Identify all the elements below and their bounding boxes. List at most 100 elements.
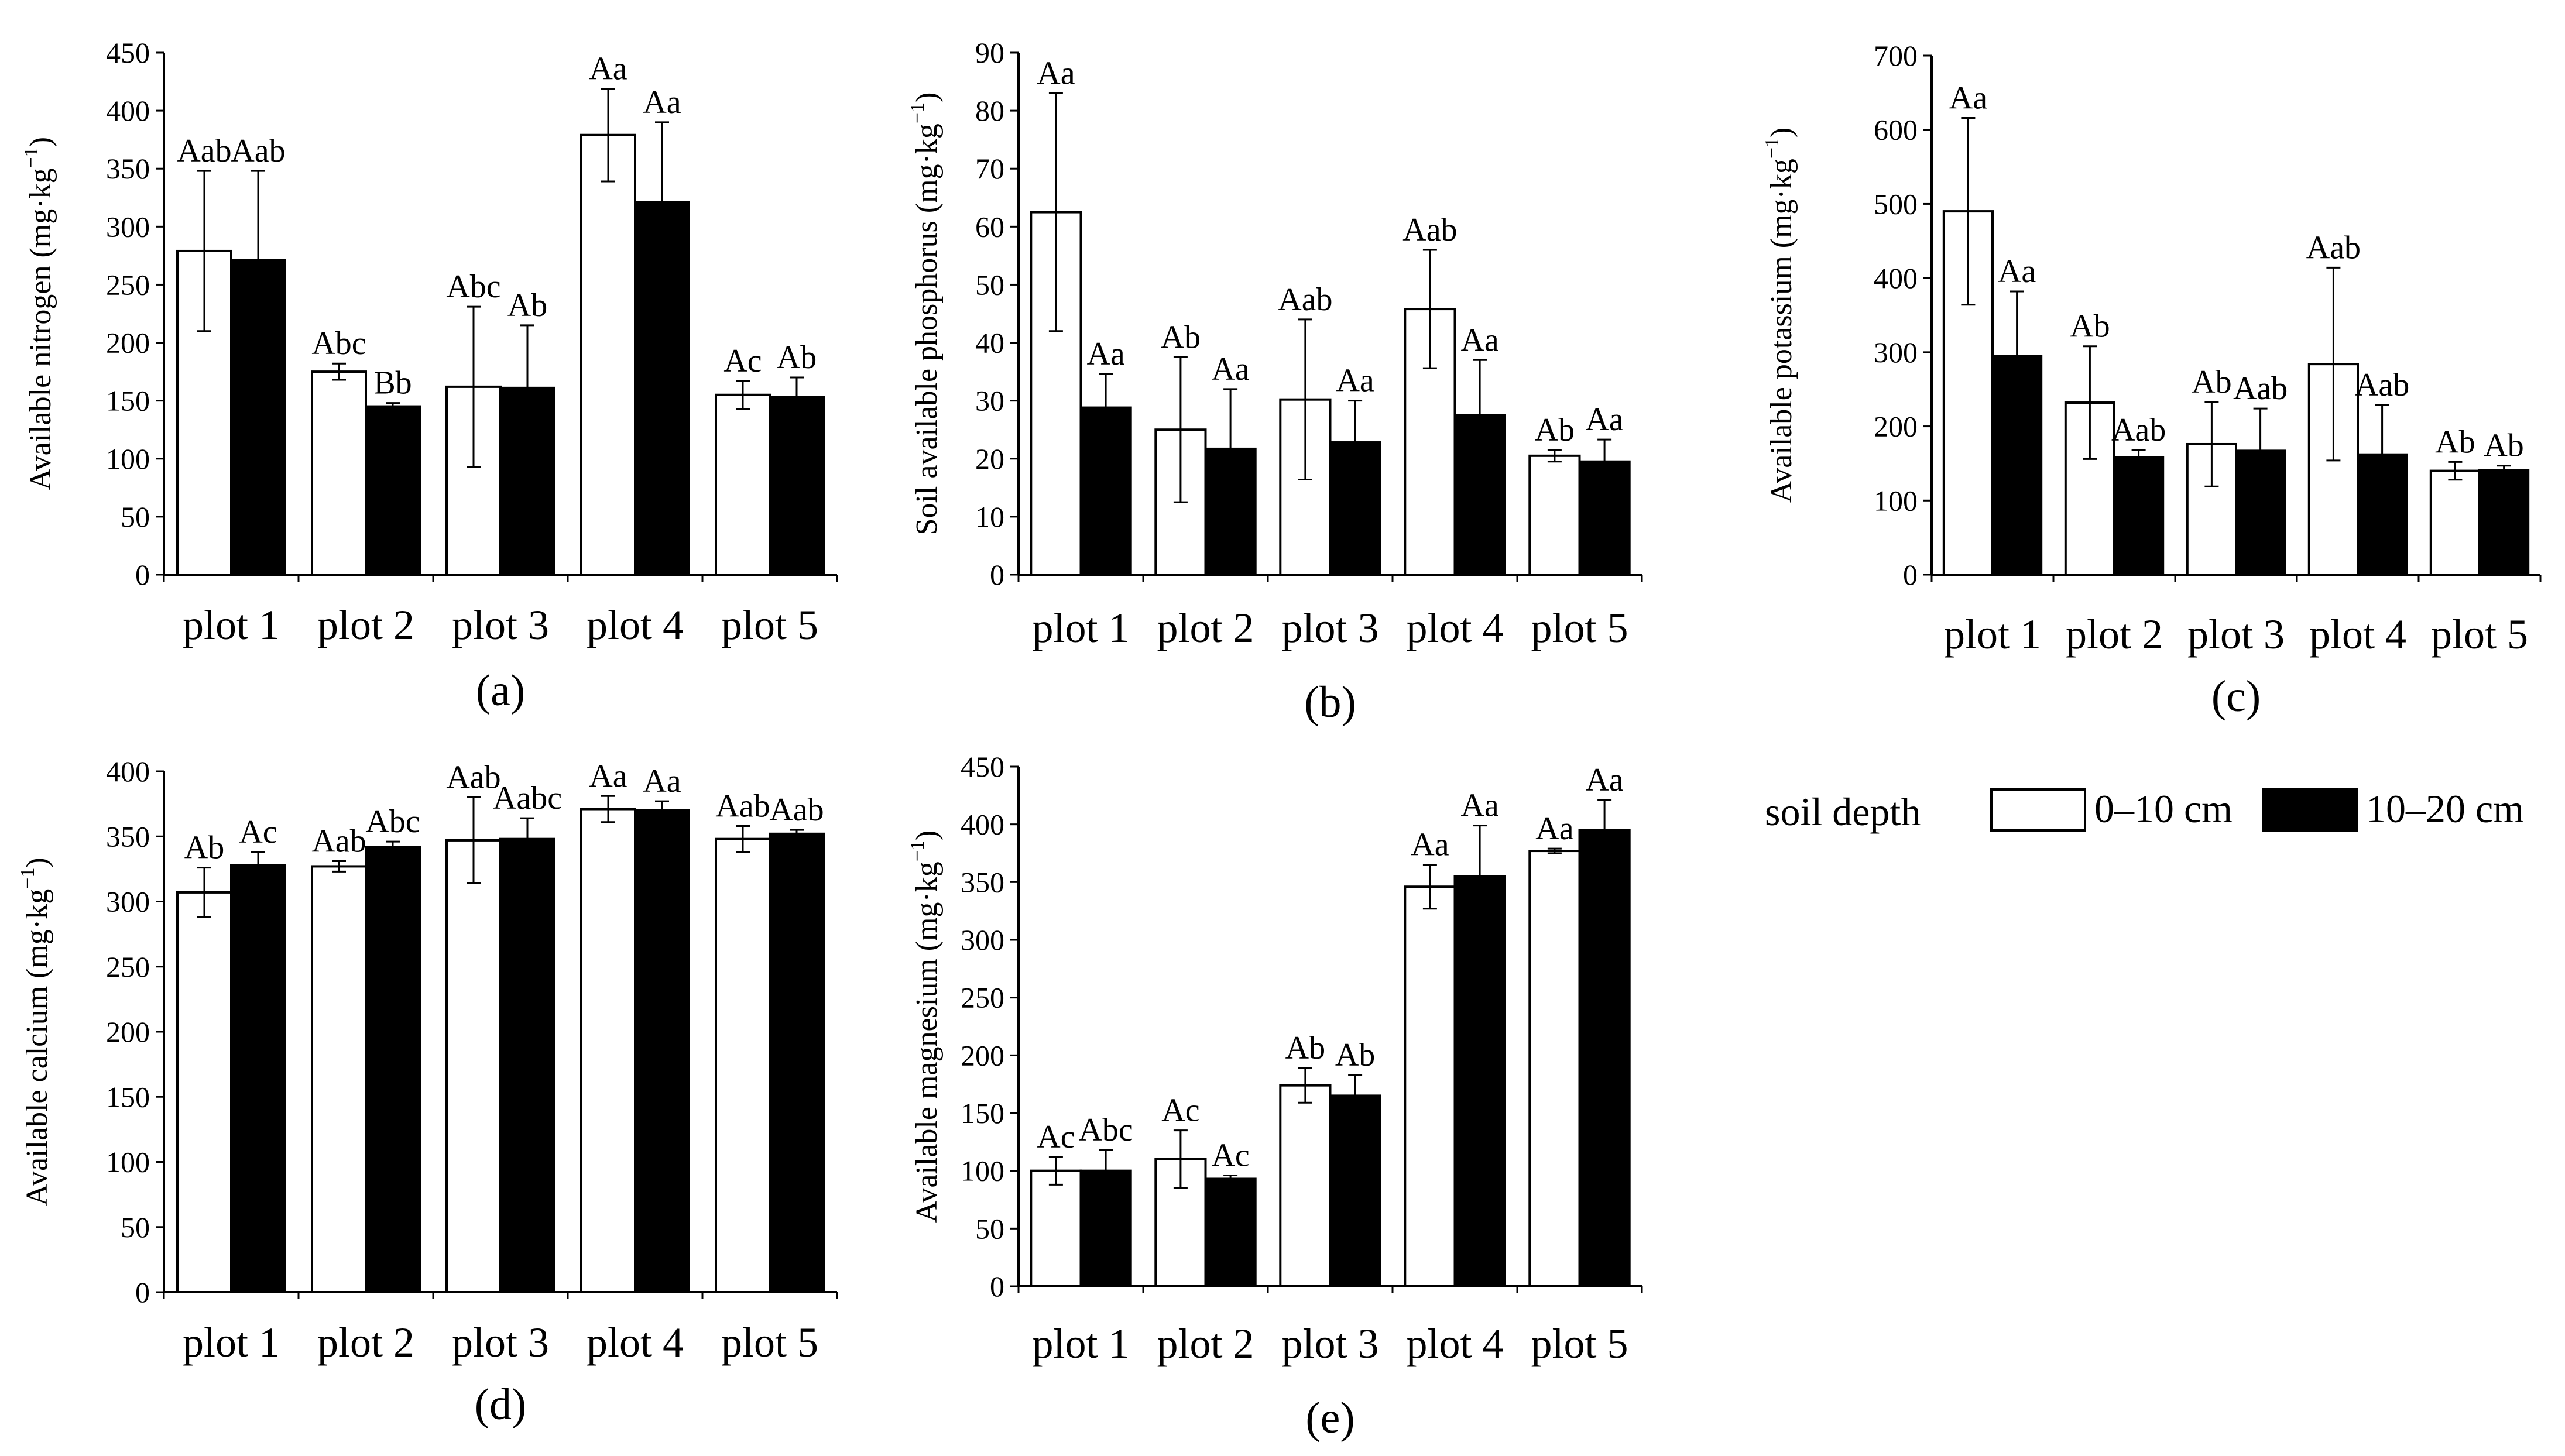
bar: [230, 864, 286, 1293]
legend-label-10-20cm: 10–20 cm: [2366, 787, 2524, 831]
error-bar: [332, 860, 346, 873]
error-bar: [1223, 1175, 1238, 1183]
legend-title: soil depth: [1765, 789, 1921, 834]
y-tick-label: 300: [106, 210, 150, 243]
error-bar: [601, 87, 615, 183]
y-tick-label: 40: [975, 327, 1004, 359]
panel-label: (a): [476, 666, 525, 715]
category-label: plot 3: [1281, 1320, 1378, 1367]
error-bar: [1099, 1149, 1113, 1193]
category-label: plot 5: [721, 602, 818, 648]
significance-label: Aabc: [493, 780, 562, 816]
chart-4: 0 50 100 150 200 250 300 350 400 Available calciu…: [17, 755, 838, 1429]
error-bar: [736, 825, 750, 853]
category-label: plot 1: [183, 1319, 280, 1366]
bar: [2429, 469, 2481, 576]
y-axis-label: Available magnesium (mg·kg−1): [907, 830, 944, 1223]
category-label: plot 3: [452, 602, 549, 648]
y-tick-label: 600: [1874, 114, 1918, 146]
error-bar: [386, 840, 400, 853]
significance-label: Ab: [1535, 412, 1575, 448]
significance-label: Aab: [311, 823, 366, 860]
legend-swatch-10-20cm: [2262, 788, 2358, 832]
error-bar: [1547, 449, 1562, 463]
bar: [365, 846, 421, 1294]
y-tick-label: 350: [961, 866, 1004, 898]
bar: [499, 837, 555, 1293]
y-tick-label: 0: [135, 558, 150, 591]
significance-label: Aa: [643, 763, 681, 799]
significance-label: Aa: [1211, 351, 1249, 387]
category-label: plot 5: [1531, 1320, 1628, 1367]
category-label: plot 3: [452, 1319, 549, 1366]
significance-label: Ac: [1037, 1119, 1075, 1155]
significance-label: Abc: [311, 325, 366, 362]
error-bar: [655, 121, 669, 283]
error-bar: [601, 795, 615, 823]
significance-label: Aab: [1402, 212, 1457, 248]
error-bar: [2010, 290, 2024, 421]
y-tick-label: 100: [106, 1146, 150, 1179]
y-tick-label: 60: [975, 210, 1004, 243]
legend-swatch-0-10cm: [1990, 788, 2086, 832]
category-label: plot 2: [317, 1319, 414, 1366]
significance-label: Aab: [2355, 367, 2409, 403]
significance-label: Abc: [446, 269, 500, 305]
error-bar: [251, 170, 265, 351]
significance-label: Aab: [1278, 281, 1332, 318]
y-axis-label: Available potassium (mg·kg−1): [1761, 128, 1798, 503]
significance-label: Ac: [1211, 1138, 1249, 1174]
y-tick-label: 0: [990, 558, 1004, 591]
bar: [176, 891, 232, 1294]
significance-label: Ab: [2435, 424, 2475, 460]
category-label: plot 4: [1406, 1320, 1503, 1367]
y-tick-label: 500: [1874, 187, 1918, 220]
error-bar: [2253, 407, 2268, 495]
y-tick-label: 200: [106, 1015, 150, 1048]
chart-3: 0 100 200 300 400 500 600 700 Available potassiu…: [1761, 39, 2542, 721]
category-label: plot 5: [1531, 605, 1628, 651]
bar: [1991, 355, 2043, 576]
significance-label: Ac: [1161, 1093, 1199, 1129]
legend: soil depth 0–10 cm 10–20 cm: [1765, 787, 2524, 834]
y-tick-label: 90: [975, 36, 1004, 69]
bar: [580, 133, 636, 576]
category-label: plot 2: [1157, 605, 1254, 651]
y-tick-label: 300: [106, 885, 150, 918]
y-axis-label: Available calcium (mg·kg−1): [17, 857, 54, 1206]
y-axis-label: Available nitrogen (mg·kg−1): [20, 137, 57, 490]
y-tick-label: 0: [990, 1270, 1004, 1303]
category-label: plot 1: [1032, 1320, 1129, 1367]
error-bar: [1298, 318, 1312, 480]
bar: [634, 809, 690, 1293]
category-label: plot 4: [1406, 605, 1503, 651]
bar: [1329, 1094, 1381, 1288]
significance-label: Aab: [769, 792, 824, 828]
y-tick-label: 250: [961, 981, 1004, 1014]
significance-label: Abc: [365, 803, 420, 840]
y-tick-label: 250: [106, 950, 150, 983]
bar: [445, 839, 502, 1294]
bar: [1453, 875, 1506, 1287]
error-bar: [332, 362, 346, 381]
error-bar: [520, 324, 534, 452]
error-bar: [1422, 864, 1437, 910]
error-bar: [467, 305, 481, 468]
significance-label: Aa: [589, 50, 627, 87]
panel-label: (d): [475, 1380, 527, 1429]
error-bar: [1348, 1074, 1363, 1118]
y-tick-label: 100: [106, 442, 150, 475]
bar: [311, 865, 367, 1294]
error-bar: [736, 380, 750, 410]
error-bar: [1348, 400, 1363, 485]
significance-label: Aa: [643, 84, 681, 121]
chart-1: 0 50 100 150 200 250 300 350 400 450 Available nit…: [20, 36, 838, 715]
error-bar: [1473, 359, 1487, 472]
significance-label: Aa: [1411, 827, 1449, 863]
error-bar: [2204, 401, 2219, 487]
bar: [769, 396, 825, 576]
y-tick-label: 200: [1874, 410, 1918, 443]
y-tick-label: 150: [106, 1080, 150, 1113]
error-bar: [1298, 1067, 1312, 1104]
